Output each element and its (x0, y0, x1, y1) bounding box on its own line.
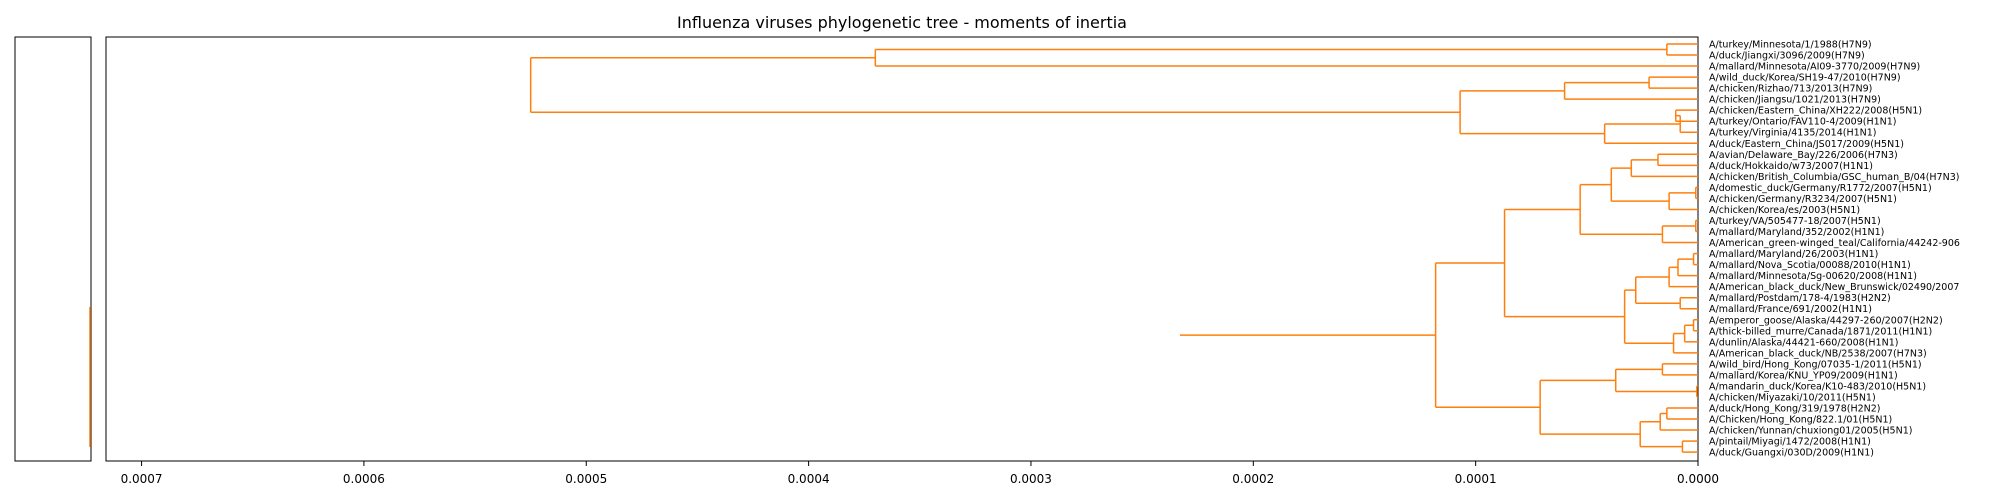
leaf-label: A/chicken/Miyazaki/10/2011(H5N1) (1709, 392, 1876, 403)
x-tick-label: 0.0001 (1455, 472, 1497, 486)
x-tick-label: 0.0006 (343, 472, 385, 486)
x-tick-label: 0.0004 (788, 472, 830, 486)
leaf-label: A/American_black_duck/New_Brunswick/0249… (1709, 282, 1959, 293)
leaf-label: A/duck/Hong_Kong/319/1978(H2N2) (1709, 403, 1881, 414)
leaf-label: A/pintail/Miyagi/1472/2008(H1N1) (1709, 437, 1871, 448)
leaf-label: A/mallard/Maryland/26/2003(H1N1) (1709, 249, 1878, 260)
x-tick-label: 0.0005 (565, 472, 607, 486)
leaf-label: A/American_green-winged_teal/California/… (1709, 238, 1960, 249)
leaf-label: A/wild_duck/Korea/SH19-47/2010(H7N9) (1709, 73, 1901, 84)
leaf-label: A/mallard/Nova_Scotia/00088/2010(H1N1) (1709, 260, 1911, 271)
leaf-label: A/chicken/Yunnan/chuxiong01/2005(H5N1) (1709, 426, 1912, 437)
side-axes-frame (14, 36, 92, 462)
leaf-label: A/mallard/Korea/KNU_YP09/2009(H1N1) (1709, 370, 1898, 381)
main-axes-frame (105, 36, 1699, 462)
dendrogram-links (529, 43, 1698, 453)
leaf-label: A/domestic_duck/Germany/R1772/2007(H5N1) (1709, 183, 1932, 194)
leaf-label: A/turkey/Virginia/4135/2014(H1N1) (1709, 128, 1877, 139)
chart-title: Influenza viruses phylogenetic tree - mo… (677, 13, 1127, 32)
leaf-label: A/duck/Eastern_China/JS017/2009(H5N1) (1709, 139, 1904, 150)
leaf-labels: A/turkey/Minnesota/1/1988(H7N9)A/duck/Ji… (1709, 40, 1960, 459)
leaf-label: A/Chicken/Hong_Kong/822.1/01(H5N1) (1709, 415, 1892, 426)
leaf-label: A/turkey/Minnesota/1/1988(H7N9) (1709, 40, 1872, 51)
leaf-label: A/thick-billed_murre/Canada/1871/2011(H1… (1709, 326, 1932, 337)
leaf-label: A/wild_bird/Hong_Kong/07035-1/2011(H5N1) (1709, 359, 1922, 370)
leaf-label: A/emperor_goose/Alaska/44297-260/2007(H2… (1709, 315, 1943, 326)
x-tick-label: 0.0002 (1232, 472, 1274, 486)
leaf-label: A/mallard/Postdam/178-4/1983(H2N2) (1709, 293, 1891, 304)
leaf-label: A/turkey/VA/505477-18/2007(H5N1) (1709, 216, 1881, 227)
leaf-label: A/turkey/Ontario/FAV110-4/2009(H1N1) (1709, 117, 1897, 128)
x-tick-label: 0.0003 (1010, 472, 1052, 486)
leaf-label: A/mallard/Minnesota/Sg-00620/2008(H1N1) (1709, 271, 1917, 282)
leaf-label: A/chicken/Rizhao/713/2013(H7N9) (1709, 84, 1872, 95)
leaf-label: A/dunlin/Alaska/44421-660/2008(H1N1) (1709, 337, 1898, 348)
leaf-label: A/chicken/Eastern_China/XH222/2008(H5N1) (1709, 106, 1922, 117)
leaf-label: A/mandarin_duck/Korea/K10-483/2010(H5N1) (1709, 381, 1926, 392)
x-tick-label: 0.0000 (1677, 472, 1719, 486)
leaf-label: A/duck/Jiangxi/3096/2009(H7N9) (1709, 51, 1865, 62)
leaf-label: A/duck/Hokkaido/w73/2007(H1N1) (1709, 161, 1873, 172)
leaf-label: A/chicken/Korea/es/2003(H5N1) (1709, 205, 1860, 216)
leaf-label: A/American_black_duck/NB/2538/2007(H7N3) (1709, 348, 1927, 359)
x-tick-label: 0.0007 (121, 472, 163, 486)
leaf-label: A/chicken/British_Columbia/GSC_human_B/0… (1709, 172, 1959, 183)
leaf-label: A/mallard/France/691/2002(H1N1) (1709, 304, 1872, 315)
leaf-label: A/chicken/Germany/R3234/2007(H5N1) (1709, 194, 1897, 205)
leaf-label: A/mallard/Maryland/352/2002(H1N1) (1709, 227, 1884, 238)
leaf-label: A/avian/Delaware_Bay/226/2006(H7N3) (1709, 150, 1898, 161)
x-axis-ticks: 0.0007 0.0006 0.0005 0.0004 0.0003 0.0002 0.00… (121, 461, 1719, 486)
leaf-label: A/duck/Guangxi/030D/2009(H1N1) (1709, 448, 1874, 459)
leaf-label: A/mallard/Minnesota/AI09-3770/2009(H7N9) (1709, 62, 1920, 73)
leaf-label: A/chicken/Jiangsu/1021/2013(H7N9) (1709, 95, 1881, 106)
